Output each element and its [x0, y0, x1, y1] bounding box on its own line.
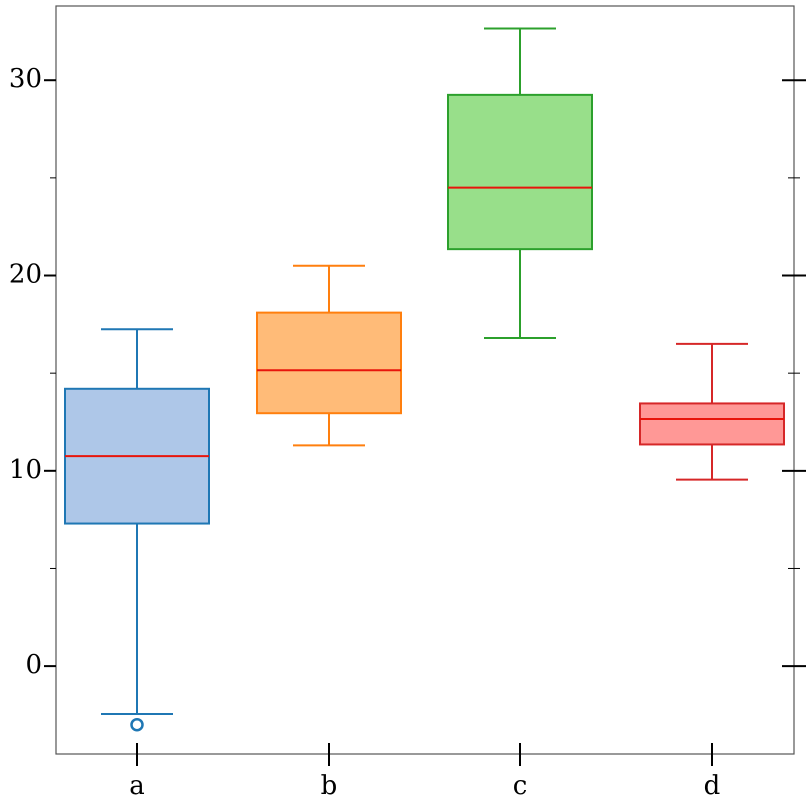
y-tick-label: 10	[9, 455, 42, 485]
plot-frame	[55, 5, 795, 755]
box	[447, 93, 593, 251]
box	[256, 311, 402, 415]
x-tick-label: d	[704, 771, 721, 801]
y-tick-label: 0	[25, 650, 42, 680]
x-tick-label: c	[513, 771, 528, 801]
flier	[130, 717, 144, 732]
x-tick-label: b	[321, 771, 338, 801]
x-tick-label: a	[129, 771, 145, 801]
box	[639, 402, 785, 446]
y-tick-label: 20	[9, 260, 42, 290]
y-tick-label: 30	[9, 64, 42, 94]
